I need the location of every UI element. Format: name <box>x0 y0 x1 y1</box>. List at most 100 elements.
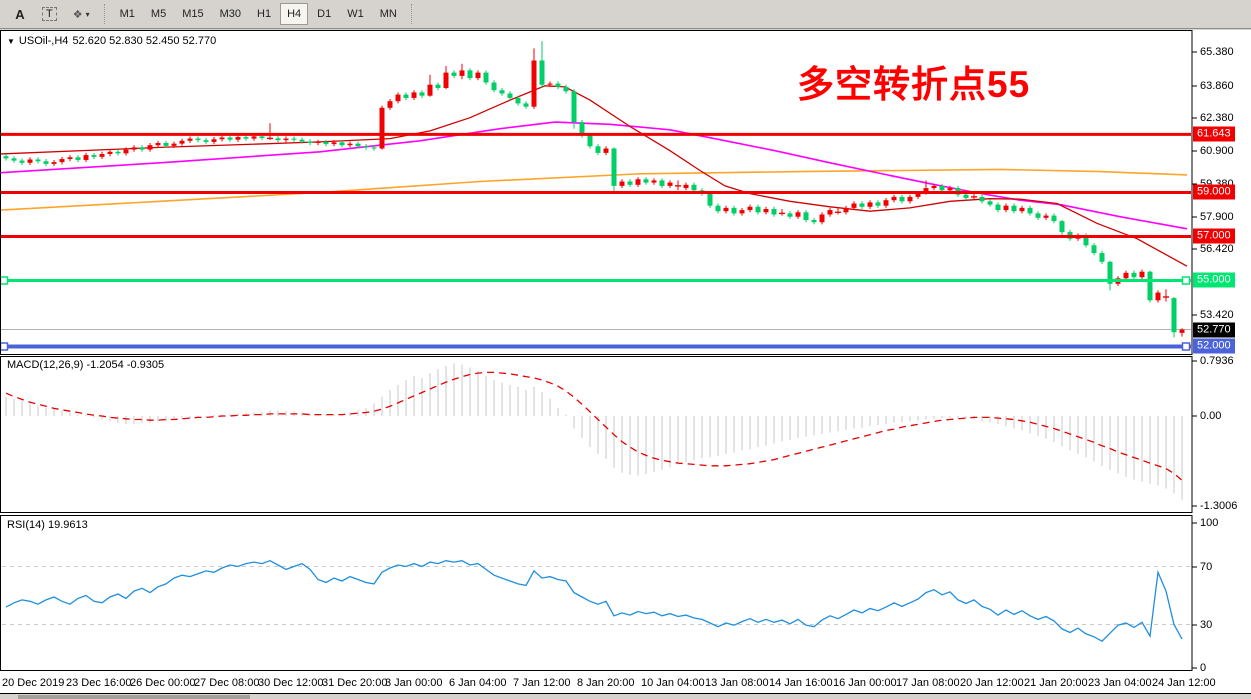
candle-body <box>387 101 393 108</box>
time-axis-label: 16 Jan 00:00 <box>833 677 897 689</box>
candle-body <box>227 137 233 140</box>
candle-body <box>1043 215 1049 218</box>
symbol-dropdown-icon[interactable]: ▼ <box>7 36 15 46</box>
timeframe-w1[interactable]: W1 <box>340 3 371 25</box>
candle-body <box>411 92 417 98</box>
timeframe-group: M1 M5 M15 M30 H1 H4 D1 W1 MN <box>112 3 405 25</box>
candle-body <box>131 147 137 150</box>
candle-body <box>275 138 281 141</box>
candle-body <box>1179 329 1185 333</box>
candle-body <box>123 149 129 154</box>
time-axis-label: 8 Jan 20:00 <box>577 677 635 689</box>
candle-body <box>643 179 649 183</box>
candle-body <box>491 82 497 91</box>
candle-body <box>307 141 313 143</box>
toolbar-separator <box>103 4 106 24</box>
price-axis-label: 65.380 <box>1200 46 1234 58</box>
candle-body <box>11 158 17 161</box>
candle-body <box>139 147 145 150</box>
candle-body <box>67 157 73 160</box>
candle-body <box>995 204 1001 211</box>
timeframe-m1[interactable]: M1 <box>113 3 142 25</box>
candle-body <box>467 70 473 79</box>
candle-body <box>851 203 857 208</box>
level-handle <box>1 276 9 285</box>
time-axis-label: 26 Dec 00:00 <box>130 677 196 689</box>
candle-body <box>827 210 833 215</box>
time-axis-label: 17 Jan 08:00 <box>896 677 960 689</box>
time-axis-label: 23 Jan 04:00 <box>1088 677 1152 689</box>
font-tool-button[interactable]: A <box>7 3 33 25</box>
candle-body <box>1003 205 1009 211</box>
candle-body <box>619 181 625 186</box>
price-axis-label: 53.420 <box>1200 309 1234 321</box>
time-axis-label: 20 Dec 2019 <box>2 677 65 689</box>
candle-body <box>651 180 657 183</box>
candle-body <box>99 154 105 157</box>
rsi-panel <box>2 559 1191 643</box>
candle-body <box>915 193 921 197</box>
macd-panel <box>5 363 1183 500</box>
candle-body <box>939 185 945 191</box>
timeframe-d1[interactable]: D1 <box>310 3 338 25</box>
candle-body <box>931 185 937 189</box>
candle-body <box>739 210 745 214</box>
symbol-name: USOil-,H4 <box>18 35 69 47</box>
candle-body <box>683 184 689 189</box>
candle-body <box>1027 207 1033 214</box>
timeframe-h1[interactable]: H1 <box>250 3 278 25</box>
candle-body <box>1171 298 1177 333</box>
text-tool-button[interactable]: T <box>35 3 64 25</box>
price-badge: 57.000 <box>1193 228 1235 244</box>
level-handle <box>1181 342 1191 351</box>
candle-body <box>371 147 377 149</box>
price-axis-label: 63.860 <box>1200 80 1234 92</box>
status-strip <box>18 695 250 699</box>
price-badge: 61.643 <box>1193 126 1235 142</box>
candle-body <box>91 155 97 157</box>
candle-body <box>211 139 217 142</box>
candle-body <box>499 90 505 94</box>
candle-body <box>283 138 289 141</box>
candle-body <box>811 220 817 223</box>
time-axis-label: 23 Dec 16:00 <box>66 677 132 689</box>
candle-body <box>1107 261 1113 284</box>
candle-body <box>363 146 369 148</box>
candle-body <box>987 201 993 205</box>
candle-body <box>3 156 9 159</box>
candle-body <box>611 148 617 186</box>
chevron-down-icon: ▾ <box>85 9 90 19</box>
candle-body <box>875 202 881 206</box>
candle-body <box>963 194 969 198</box>
timeframe-m30[interactable]: M30 <box>213 3 248 25</box>
timeframe-h4[interactable]: H4 <box>280 3 309 25</box>
main-chart-panel <box>1 41 1191 351</box>
price-badge: 52.770 <box>1193 322 1235 338</box>
chart-objects-button[interactable]: ❖ ▾ <box>66 3 97 25</box>
candle-body <box>883 200 889 206</box>
candle-body <box>1131 272 1137 278</box>
candle-body <box>507 93 513 98</box>
candle-body <box>547 83 553 85</box>
candle-body <box>331 142 337 145</box>
rsi-axis-label: 70 <box>1200 561 1213 573</box>
toolbar: A T ❖ ▾ M1 M5 M15 M30 H1 H4 D1 W1 MN <box>0 0 1251 29</box>
candle-body <box>979 196 985 202</box>
candle-body <box>1155 292 1161 301</box>
candle-body <box>803 212 809 220</box>
chart-annotation-text: 多空转折点55 <box>797 64 1031 105</box>
candle-body <box>35 159 41 162</box>
candle-body <box>27 159 33 163</box>
timeframe-mn[interactable]: MN <box>373 3 404 25</box>
candle-body <box>691 184 697 191</box>
candle-body <box>539 60 545 85</box>
rsi-axis-label: 0 <box>1200 662 1207 674</box>
price-badge: 55.000 <box>1193 272 1235 288</box>
candle-body <box>235 137 241 140</box>
candle-body <box>1035 213 1041 218</box>
timeframe-m15[interactable]: M15 <box>175 3 210 25</box>
symbol-title: ▼ USOil-,H4 52.620 52.830 52.450 52.770 <box>7 35 216 47</box>
timeframe-m5[interactable]: M5 <box>144 3 173 25</box>
candle-body <box>1011 205 1017 212</box>
